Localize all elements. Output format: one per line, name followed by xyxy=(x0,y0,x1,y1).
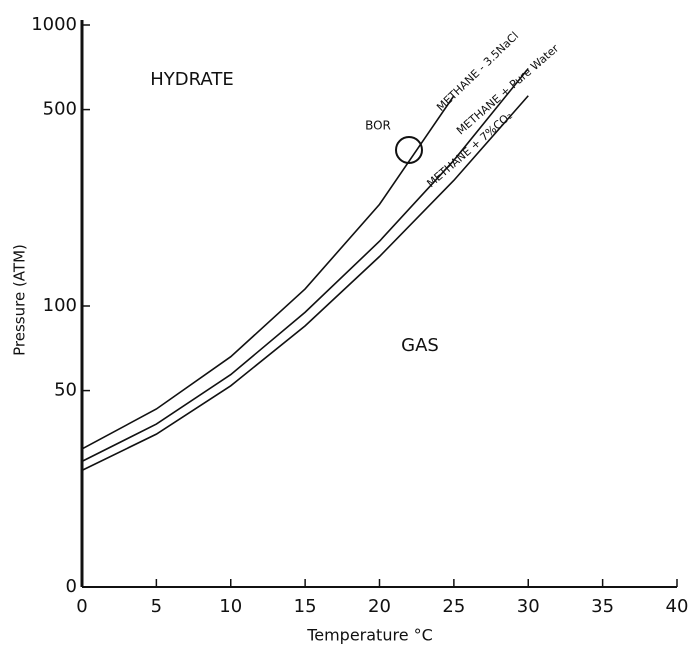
y-tick-label: 50 xyxy=(54,380,77,401)
x-tick-label: 40 xyxy=(666,596,689,617)
curve xyxy=(81,68,529,463)
x-tick-label: 30 xyxy=(517,596,540,617)
curve xyxy=(81,95,455,450)
curve-label: METHANE - 3.5NaCl xyxy=(434,29,521,114)
annotation: BOR xyxy=(365,119,391,133)
curve xyxy=(81,95,529,472)
x-tick-label: 25 xyxy=(442,596,465,617)
x-tick-label: 5 xyxy=(151,596,162,617)
y-tick-label: 500 xyxy=(43,99,77,120)
x-tick-label: 20 xyxy=(368,596,391,617)
x-axis-label: Temperature °C xyxy=(306,626,433,645)
x-tick-label: 15 xyxy=(294,596,317,617)
y-tick-label: 0 xyxy=(66,576,77,597)
y-tick-label: 1000 xyxy=(31,14,77,35)
region-label: HYDRATE xyxy=(150,69,233,90)
x-tick-label: 0 xyxy=(76,596,87,617)
x-tick-label: 35 xyxy=(591,596,614,617)
y-axis-label: Pressure (ATM) xyxy=(11,244,29,356)
region-label: GAS xyxy=(401,335,439,356)
y-tick-label: 100 xyxy=(43,295,77,316)
annotation-circle xyxy=(395,136,423,164)
x-tick-label: 10 xyxy=(219,596,242,617)
